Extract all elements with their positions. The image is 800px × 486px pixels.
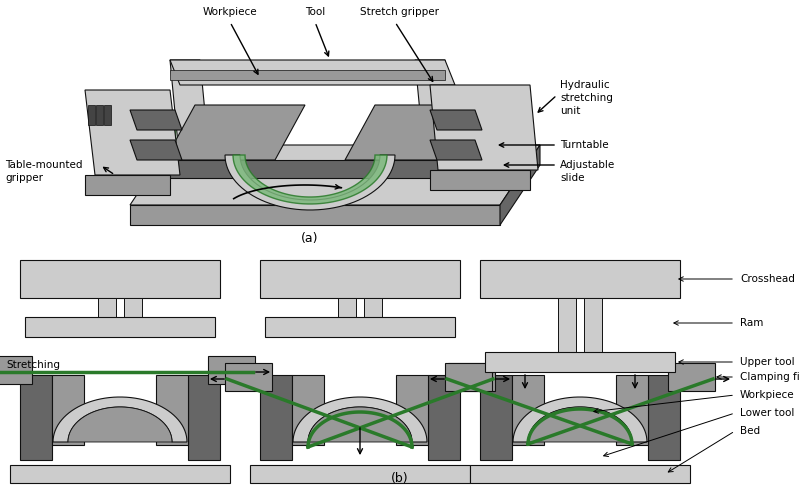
Text: gripper: gripper bbox=[5, 173, 43, 183]
Polygon shape bbox=[233, 155, 387, 204]
Polygon shape bbox=[96, 105, 103, 125]
Text: Table-mounted: Table-mounted bbox=[5, 160, 82, 170]
Bar bbox=[338, 298, 356, 317]
Bar bbox=[20, 375, 52, 460]
Polygon shape bbox=[130, 205, 500, 225]
Text: Crosshead: Crosshead bbox=[740, 274, 795, 284]
Bar bbox=[260, 375, 292, 460]
Polygon shape bbox=[170, 70, 445, 80]
Bar bbox=[485, 352, 675, 372]
Polygon shape bbox=[293, 397, 427, 442]
Polygon shape bbox=[170, 60, 455, 85]
Polygon shape bbox=[53, 397, 187, 442]
Bar bbox=[558, 298, 576, 352]
Polygon shape bbox=[430, 110, 482, 130]
Bar bbox=[396, 375, 428, 445]
Text: (a): (a) bbox=[302, 231, 318, 244]
Bar bbox=[25, 317, 215, 337]
Bar bbox=[188, 375, 220, 460]
Polygon shape bbox=[225, 155, 395, 210]
Polygon shape bbox=[345, 105, 485, 160]
Bar bbox=[480, 375, 512, 460]
Bar bbox=[364, 298, 382, 317]
Polygon shape bbox=[165, 105, 305, 160]
Text: Tool: Tool bbox=[305, 7, 325, 17]
Text: Ram: Ram bbox=[740, 318, 763, 328]
Bar bbox=[470, 465, 690, 483]
Polygon shape bbox=[85, 175, 170, 195]
Bar bbox=[292, 375, 324, 445]
Text: Workpiece: Workpiece bbox=[740, 390, 794, 400]
Polygon shape bbox=[165, 160, 455, 178]
Bar bbox=[10, 465, 230, 483]
Polygon shape bbox=[88, 105, 95, 125]
Bar bbox=[260, 260, 460, 298]
Text: Bed: Bed bbox=[740, 426, 760, 436]
Bar bbox=[52, 375, 84, 445]
Bar bbox=[445, 363, 492, 391]
Bar bbox=[512, 375, 544, 445]
Bar bbox=[480, 260, 680, 298]
Polygon shape bbox=[528, 407, 632, 442]
Polygon shape bbox=[130, 140, 182, 160]
Polygon shape bbox=[430, 85, 538, 170]
Bar bbox=[584, 298, 602, 352]
Bar bbox=[616, 375, 648, 445]
Text: Adjustable: Adjustable bbox=[560, 160, 615, 170]
Text: Lower tool: Lower tool bbox=[740, 408, 794, 418]
Polygon shape bbox=[130, 110, 182, 130]
Text: Upper tool: Upper tool bbox=[740, 357, 794, 367]
Polygon shape bbox=[68, 407, 172, 442]
Bar bbox=[648, 375, 680, 460]
Text: Clamping fixture: Clamping fixture bbox=[740, 372, 800, 382]
Polygon shape bbox=[513, 397, 647, 442]
Bar bbox=[20, 260, 220, 298]
Text: (b): (b) bbox=[391, 471, 409, 485]
Bar bbox=[225, 363, 272, 391]
Text: Hydraulic: Hydraulic bbox=[560, 80, 610, 90]
Text: slide: slide bbox=[560, 173, 585, 183]
Polygon shape bbox=[430, 170, 530, 190]
Bar bbox=[0, 356, 32, 384]
Polygon shape bbox=[445, 120, 500, 140]
Text: Stretching: Stretching bbox=[6, 360, 60, 370]
Text: unit: unit bbox=[560, 106, 580, 116]
Polygon shape bbox=[500, 145, 540, 225]
Polygon shape bbox=[85, 90, 180, 175]
Polygon shape bbox=[170, 60, 210, 165]
Bar bbox=[250, 465, 470, 483]
Bar bbox=[428, 375, 460, 460]
Polygon shape bbox=[104, 105, 111, 125]
Text: Workpiece: Workpiece bbox=[202, 7, 258, 17]
Text: Stretch gripper: Stretch gripper bbox=[361, 7, 439, 17]
Polygon shape bbox=[123, 130, 175, 140]
Text: stretching: stretching bbox=[560, 93, 613, 103]
Bar bbox=[208, 356, 255, 384]
Polygon shape bbox=[430, 140, 482, 160]
Text: Turntable: Turntable bbox=[560, 140, 609, 150]
Bar bbox=[156, 375, 188, 445]
Polygon shape bbox=[308, 407, 412, 442]
Bar bbox=[448, 363, 495, 391]
Polygon shape bbox=[415, 60, 455, 165]
Bar bbox=[668, 363, 715, 391]
Bar bbox=[98, 298, 116, 317]
Polygon shape bbox=[130, 145, 540, 205]
Bar bbox=[265, 317, 455, 337]
Bar bbox=[124, 298, 142, 317]
